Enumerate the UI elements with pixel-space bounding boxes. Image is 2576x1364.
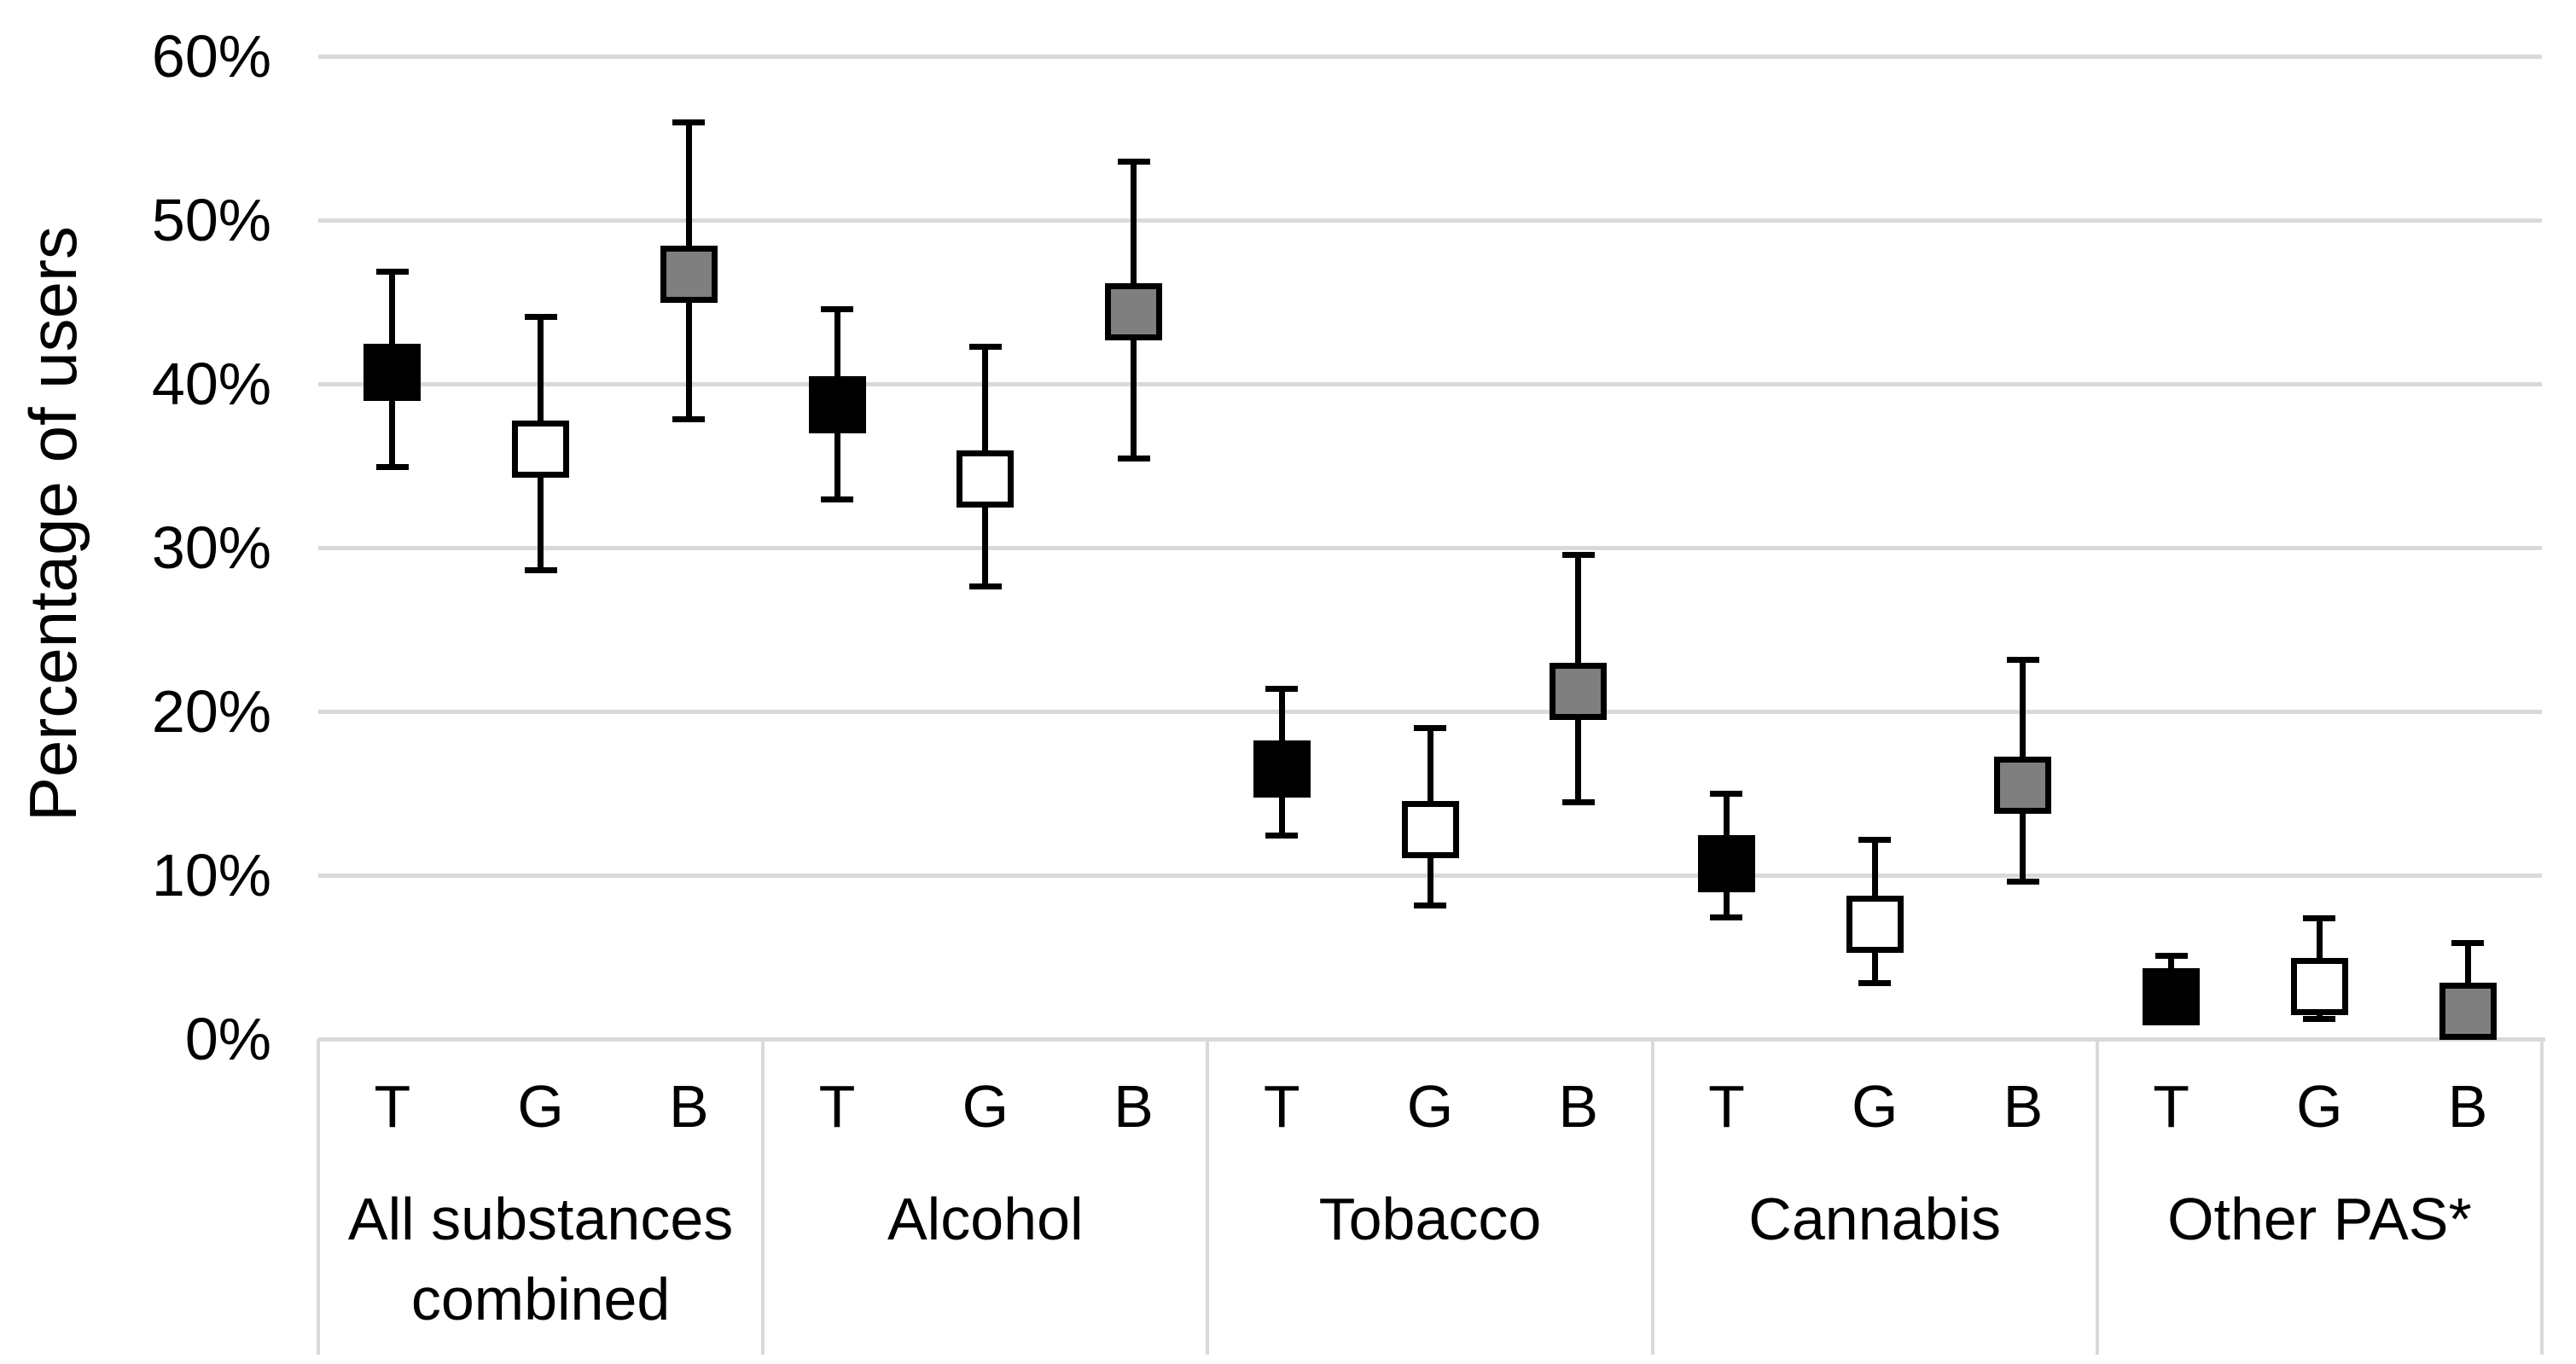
marker-G-1	[957, 450, 1015, 508]
error-bar-cap-top-B	[672, 119, 706, 125]
marker-B-1	[1105, 283, 1163, 341]
error-bar-cap-top-B	[2451, 939, 2485, 946]
gridline-40%	[318, 382, 2542, 386]
marker-G-0	[512, 421, 570, 479]
category-label: All substances combined	[318, 1179, 763, 1339]
error-bar-cap-bottom-B	[1561, 799, 1595, 806]
category-label-line: Cannabis	[1748, 1186, 2002, 1252]
series-label-T: T	[1263, 1073, 1300, 1140]
error-bar-cap-top-G	[1858, 836, 1892, 843]
category-separator	[2095, 1039, 2099, 1355]
error-bar-cap-top-T	[1710, 791, 1743, 798]
category-label-line: Alcohol	[887, 1186, 1084, 1252]
marker-T-3	[1697, 835, 1755, 893]
series-label-G: G	[1851, 1073, 1899, 1140]
marker-B-3	[1994, 756, 2052, 814]
error-bar-cap-bottom-G	[1414, 903, 1446, 909]
gridline-60%	[318, 55, 2542, 59]
category-separator	[317, 1039, 320, 1355]
error-bar-cap-top-T	[1265, 686, 1299, 693]
series-label-G: G	[1406, 1073, 1454, 1140]
error-bar-cap-bottom-G	[1858, 979, 1892, 986]
category-label: Tobacco	[1207, 1179, 1652, 1259]
category-separator	[1650, 1039, 1654, 1355]
series-label-G: G	[962, 1073, 1009, 1140]
gridline-50%	[318, 218, 2542, 223]
series-label-T: T	[1708, 1073, 1745, 1140]
error-bar-cap-bottom-T	[375, 463, 409, 470]
series-label-B: B	[1114, 1073, 1154, 1140]
category-label: Cannabis	[1653, 1179, 2097, 1259]
y-tick-label: 20%	[151, 678, 271, 745]
marker-B-4	[2439, 982, 2497, 1040]
marker-T-4	[2143, 967, 2201, 1025]
y-tick-label: 10%	[151, 842, 271, 908]
series-label-T: T	[374, 1073, 411, 1140]
series-label-T: T	[2153, 1073, 2190, 1140]
gridline-20%	[318, 710, 2542, 714]
category-label-line: Tobacco	[1318, 1186, 1542, 1252]
series-label-B: B	[2003, 1073, 2044, 1140]
error-bar-cap-bottom-T	[1265, 832, 1299, 839]
error-bar-cap-bottom-T	[1710, 914, 1743, 920]
marker-G-4	[2290, 958, 2348, 1016]
category-separator	[2540, 1039, 2544, 1355]
marker-G-3	[1846, 896, 1904, 954]
error-bar-cap-top-G	[968, 343, 1002, 350]
error-bar-cap-top-T	[375, 268, 409, 275]
error-bar-cap-top-B	[2006, 656, 2039, 663]
gridline-30%	[318, 546, 2542, 550]
series-label-T: T	[818, 1073, 856, 1140]
error-bar-cap-bottom-B	[1117, 456, 1150, 462]
y-tick-label: 0%	[184, 1006, 271, 1072]
marker-T-1	[808, 376, 866, 434]
error-bar-cap-top-G	[1414, 725, 1446, 732]
y-tick-label: 40%	[151, 351, 271, 417]
series-label-G: G	[517, 1073, 564, 1140]
error-bar-cap-bottom-B	[672, 416, 706, 423]
error-bar-cap-top-B	[1561, 551, 1595, 558]
error-bar-cap-bottom-B	[2006, 878, 2039, 885]
error-bar-cap-top-B	[1117, 158, 1150, 165]
y-tick-label: 30%	[151, 514, 271, 581]
marker-T-0	[363, 344, 422, 402]
category-label: Other PAS*	[2097, 1179, 2542, 1259]
series-label-B: B	[668, 1073, 709, 1140]
series-label-G: G	[2296, 1073, 2343, 1140]
error-bar-cap-top-G	[524, 314, 557, 321]
category-separator	[761, 1039, 765, 1355]
error-bar-cap-bottom-G	[2303, 1015, 2336, 1022]
category-label: Alcohol	[763, 1179, 1207, 1259]
y-tick-label: 50%	[151, 187, 271, 253]
error-bar-cap-top-G	[2303, 915, 2336, 921]
error-bar-cap-bottom-G	[524, 566, 557, 573]
marker-G-2	[1401, 800, 1459, 858]
error-bar-cap-top-T	[2154, 953, 2188, 960]
marker-T-2	[1253, 740, 1311, 798]
error-bar-cap-bottom-T	[821, 496, 854, 503]
marker-B-0	[660, 245, 718, 303]
marker-B-2	[1550, 663, 1608, 721]
category-separator	[1206, 1039, 1210, 1355]
series-label-B: B	[2447, 1073, 2488, 1140]
x-axis-line	[318, 1037, 2545, 1042]
error-bar-cap-bottom-G	[968, 583, 1002, 589]
error-bar-cap-top-T	[821, 305, 854, 312]
y-tick-label: 60%	[151, 23, 271, 90]
category-label-line: All substances	[347, 1186, 734, 1252]
category-label-line: Other PAS*	[2167, 1186, 2472, 1252]
category-label-line: combined	[410, 1266, 671, 1332]
series-label-B: B	[1558, 1073, 1599, 1140]
